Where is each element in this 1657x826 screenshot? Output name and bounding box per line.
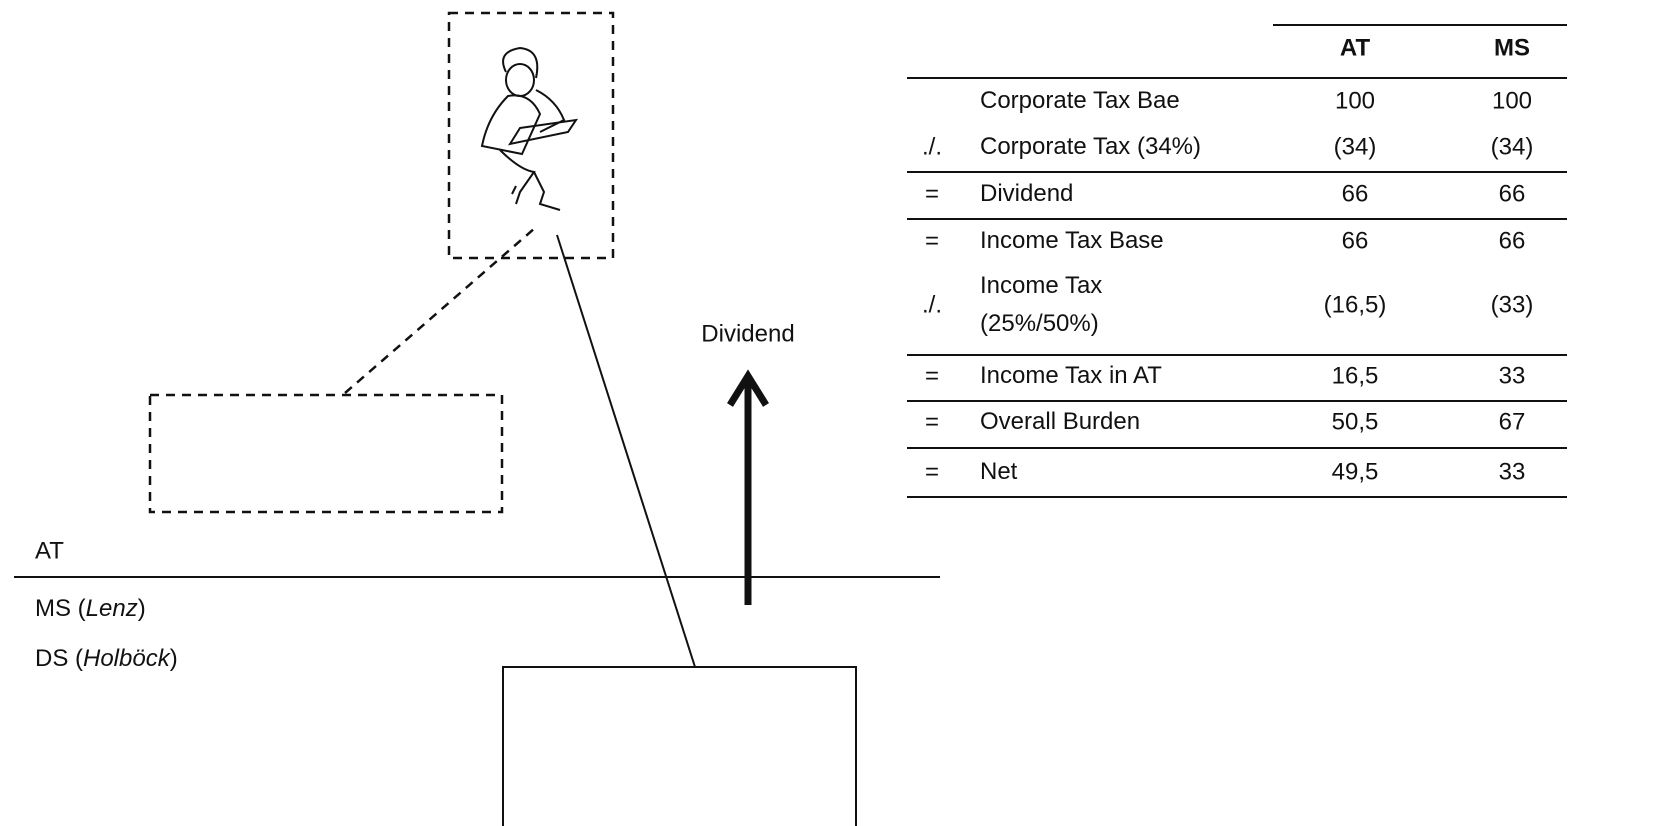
- cell-at: (34): [1334, 133, 1377, 160]
- row-label: Income Tax in AT: [980, 362, 1162, 389]
- operator: ./.: [922, 133, 942, 160]
- cell-ms: 66: [1499, 227, 1526, 254]
- cell-at: 66: [1342, 227, 1369, 254]
- ownership-line: [556, 234, 696, 668]
- column-header: AT: [1340, 34, 1371, 61]
- cell-ms: (33): [1491, 291, 1534, 318]
- label-line: Overall Burden: [980, 408, 1140, 435]
- row-label: Dividend: [980, 180, 1073, 207]
- label-line: Corporate Tax (34%): [980, 133, 1201, 160]
- row-label: Corporate Tax (34%): [980, 133, 1201, 160]
- cell-at: 100: [1335, 87, 1375, 114]
- row-label: Net: [980, 458, 1018, 485]
- operator: =: [925, 180, 939, 207]
- cell-ms: 33: [1499, 458, 1526, 485]
- country-label: MS (Lenz): [35, 595, 146, 622]
- company-box: [502, 666, 857, 826]
- person-icon: [480, 46, 579, 211]
- cell-at: 49,5: [1332, 458, 1379, 485]
- operator: =: [925, 362, 939, 389]
- label-line: Corporate Tax Bae: [980, 87, 1180, 114]
- row-label: Income Tax (25%/50%): [980, 272, 1102, 337]
- operator: =: [925, 408, 939, 435]
- operator: =: [925, 458, 939, 485]
- label-line: Net: [980, 458, 1018, 485]
- label-line: Income Tax: [980, 272, 1102, 299]
- cell-at: 16,5: [1332, 362, 1379, 389]
- cell-ms: (34): [1491, 133, 1534, 160]
- cell-ms: 67: [1499, 408, 1526, 435]
- arrow-head: [727, 369, 769, 407]
- table-rules: [907, 24, 1567, 498]
- cell-at: (16,5): [1324, 291, 1387, 318]
- case-name: Lenz: [86, 595, 138, 622]
- text: ): [138, 595, 146, 622]
- text: ): [170, 645, 178, 672]
- dashed-link: [344, 227, 536, 394]
- country-label: AT: [35, 537, 64, 564]
- row-label: Corporate Tax Bae: [980, 87, 1180, 114]
- flow-label: Dividend: [701, 320, 794, 347]
- row-label: Overall Burden: [980, 408, 1140, 435]
- cell-at: 66: [1342, 180, 1369, 207]
- cell-at: 50,5: [1332, 408, 1379, 435]
- row-label: Income Tax Base: [980, 227, 1164, 254]
- operator: ./.: [922, 291, 942, 318]
- label-line: Income Tax in AT: [980, 362, 1162, 389]
- case-name: Holböck: [83, 645, 172, 672]
- cell-ms: 100: [1492, 87, 1532, 114]
- label-line: (25%/50%): [980, 310, 1099, 337]
- text: DS (: [35, 645, 83, 672]
- country-label: DS (Holböck): [35, 645, 178, 672]
- label-line: Income Tax Base: [980, 227, 1164, 254]
- text: MS (: [35, 595, 86, 622]
- label-line: Dividend: [980, 180, 1073, 207]
- cell-ms: 33: [1499, 362, 1526, 389]
- operator: =: [925, 227, 939, 254]
- person-box: [447, 11, 615, 260]
- column-header: MS: [1494, 34, 1530, 61]
- cell-ms: 66: [1499, 180, 1526, 207]
- dashed-entity: [148, 393, 504, 514]
